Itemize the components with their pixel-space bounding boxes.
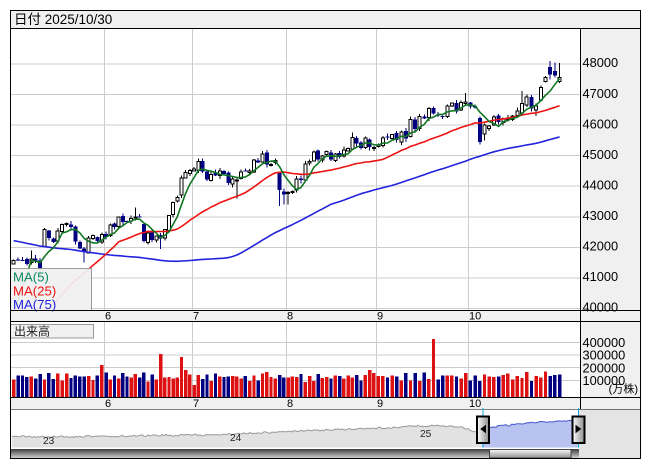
svg-text:10: 10 (469, 398, 481, 410)
svg-text:23: 23 (43, 436, 55, 447)
svg-text:300000: 300000 (583, 348, 626, 363)
svg-text:9: 9 (377, 311, 383, 323)
svg-text:7: 7 (193, 311, 199, 323)
svg-text:400000: 400000 (583, 335, 626, 350)
svg-text:8: 8 (287, 398, 293, 410)
svg-text:40000: 40000 (583, 300, 619, 315)
svg-text:6: 6 (105, 311, 111, 323)
svg-text:MA(25): MA(25) (13, 284, 56, 299)
svg-text:(万株): (万株) (609, 382, 638, 396)
svg-text:7: 7 (193, 398, 199, 410)
svg-text:100000: 100000 (583, 373, 626, 388)
svg-text:日付 2025/10/30: 日付 2025/10/30 (14, 12, 112, 27)
svg-text:8: 8 (287, 311, 293, 323)
svg-text:41000: 41000 (583, 269, 619, 284)
svg-text:MA(5): MA(5) (13, 270, 49, 285)
svg-text:25: 25 (420, 429, 432, 440)
svg-text:MA(75): MA(75) (13, 297, 56, 312)
svg-text:46000: 46000 (583, 116, 619, 131)
svg-text:24: 24 (230, 433, 242, 444)
svg-text:出来高: 出来高 (14, 324, 50, 339)
svg-text:6: 6 (105, 398, 111, 410)
svg-text:48000: 48000 (583, 55, 619, 70)
svg-text:43000: 43000 (583, 208, 619, 223)
svg-text:200000: 200000 (583, 360, 626, 375)
svg-text:47000: 47000 (583, 86, 619, 101)
svg-text:45000: 45000 (583, 147, 619, 162)
svg-text:42000: 42000 (583, 239, 619, 254)
svg-text:9: 9 (377, 398, 383, 410)
svg-text:44000: 44000 (583, 177, 619, 192)
svg-text:10: 10 (469, 311, 481, 323)
